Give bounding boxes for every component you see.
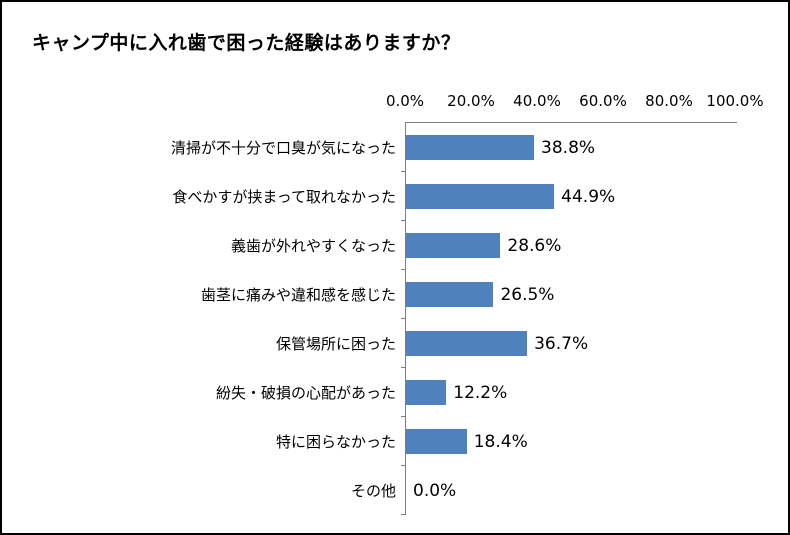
chart-row: 歯茎に痛みや違和感を感じた 26.5%: [2, 270, 788, 319]
chart-row: 食べかすが挟まって取れなかった 44.9%: [2, 172, 788, 221]
x-tick-label: 20.0%: [447, 92, 495, 110]
value-label: 26.5%: [500, 284, 555, 305]
bar-track: 38.8%: [401, 123, 788, 172]
category-label: 歯茎に痛みや違和感を感じた: [200, 286, 396, 304]
bar: [406, 184, 555, 209]
category-label: その他: [350, 482, 396, 500]
category-label: 紛失・破損の心配があった: [215, 384, 396, 402]
x-tick-label: 100.0%: [706, 92, 764, 110]
chart-title: キャンプ中に入れ歯で困った経験はありますか？: [32, 32, 461, 54]
bar-track: 44.9%: [401, 172, 788, 221]
category-label: 食べかすが挟まって取れなかった: [172, 188, 396, 206]
value-label: 0.0%: [413, 480, 457, 501]
chart-row: 保管場所に困った 36.7%: [2, 319, 788, 368]
bar: [406, 331, 528, 356]
value-label: 44.9%: [561, 186, 616, 207]
chart-row: 紛失・破損の心配があった 12.2%: [2, 368, 788, 417]
bar: [406, 135, 535, 160]
value-label: 12.2%: [453, 382, 508, 403]
x-tick-label: 80.0%: [645, 92, 693, 110]
x-axis-line: [405, 122, 737, 123]
bar-track: 28.6%: [401, 221, 788, 270]
bar-track: 12.2%: [401, 368, 788, 417]
category-label: 保管場所に困った: [275, 335, 396, 353]
value-label: 18.4%: [473, 431, 528, 452]
bar: [406, 380, 447, 405]
bar: [406, 282, 494, 307]
value-label: 38.8%: [541, 137, 596, 158]
x-tick-label: 40.0%: [513, 92, 561, 110]
category-label: 特に困らなかった: [275, 433, 396, 451]
value-label: 36.7%: [534, 333, 589, 354]
bar-track: 36.7%: [401, 319, 788, 368]
chart-row: 特に困らなかった 18.4%: [2, 417, 788, 466]
x-tick-label: 60.0%: [579, 92, 627, 110]
bar-track: 0.0%: [401, 466, 788, 515]
bar: [406, 233, 501, 258]
value-label: 28.6%: [507, 235, 562, 256]
category-label: 清掃が不十分で口臭が気になった: [170, 139, 396, 157]
chart-row: 義歯が外れやすくなった 28.6%: [2, 221, 788, 270]
bar-track: 18.4%: [401, 417, 788, 466]
chart-row: その他 0.0%: [2, 466, 788, 515]
chart-row: 清掃が不十分で口臭が気になった 38.8%: [2, 123, 788, 172]
x-tick-label: 0.0%: [385, 92, 425, 110]
category-label: 義歯が外れやすくなった: [230, 237, 396, 255]
bar: [406, 429, 467, 454]
x-axis: 0.0% 20.0% 40.0% 60.0% 80.0% 100.0%: [386, 92, 764, 114]
chart-rows: 清掃が不十分で口臭が気になった 38.8% 食べかすが挟まって取れなかった 44.9%…: [2, 123, 788, 515]
bar-track: 26.5%: [401, 270, 788, 319]
